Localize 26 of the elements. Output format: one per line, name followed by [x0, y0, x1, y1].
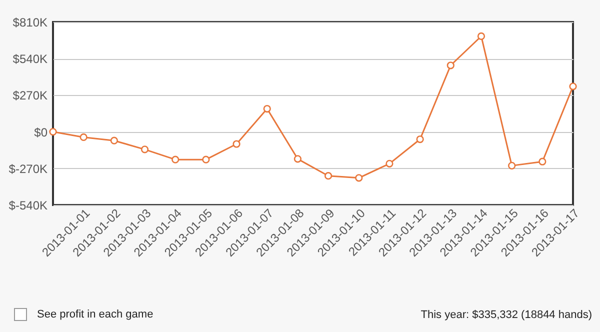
point — [538, 158, 546, 166]
point — [110, 136, 118, 144]
point — [386, 160, 394, 168]
point — [355, 174, 363, 182]
point — [569, 82, 577, 90]
y-tick-label: $0 — [34, 125, 48, 140]
point — [172, 156, 180, 164]
point — [80, 133, 88, 142]
point — [508, 162, 516, 170]
point — [263, 104, 271, 113]
y-tick-label: $-270K — [8, 162, 48, 176]
point — [140, 146, 149, 154]
text: See profit in each game — [36, 308, 154, 321]
y-tick-label: $-540K — [8, 198, 48, 212]
y-tick-label: $540K — [12, 52, 48, 66]
point — [324, 172, 332, 180]
text: This year: $335,332 (18844 hands) — [420, 308, 592, 320]
point — [446, 62, 454, 70]
point — [294, 155, 302, 163]
y-tick-label: $270K — [12, 88, 48, 103]
y-tick-label: $810K — [12, 16, 48, 30]
point — [416, 135, 424, 144]
point — [202, 156, 210, 164]
point — [477, 32, 486, 40]
point — [232, 140, 240, 148]
point — [49, 128, 57, 136]
